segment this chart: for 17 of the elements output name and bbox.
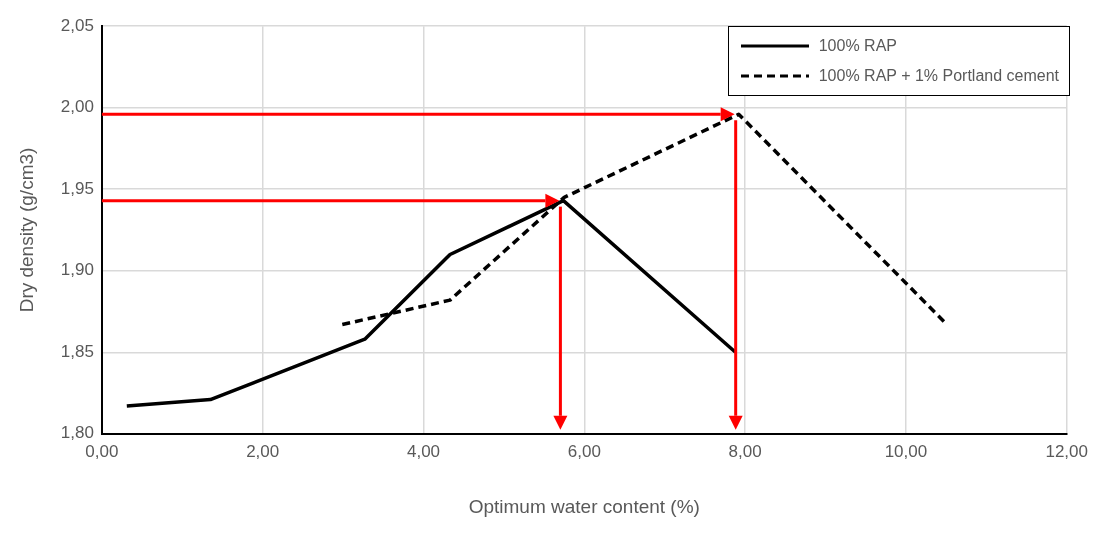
- x-tick-label: 10,00: [884, 441, 928, 461]
- x-tick-label: 0,00: [85, 441, 119, 461]
- x-tick-label: 6,00: [567, 441, 601, 461]
- y-tick-label: 1,80: [60, 423, 94, 443]
- x-tick-label: 2,00: [246, 441, 280, 461]
- x-tick-label: 8,00: [728, 441, 762, 461]
- y-tick-label: 2,05: [60, 15, 94, 35]
- legend-label: 100% RAP + 1% Portland cement: [818, 67, 1059, 85]
- legend-label: 100% RAP: [818, 37, 897, 55]
- x-tick-label: 4,00: [406, 441, 441, 461]
- y-tick-label: 1,85: [60, 341, 94, 361]
- x-tick-label: 12,00: [1045, 441, 1088, 461]
- y-tick-label: 1,90: [60, 260, 94, 280]
- y-tick-label: 1,95: [60, 178, 94, 198]
- y-tick-label: 2,00: [60, 97, 94, 117]
- x-axis-title: Optimum water content (%): [468, 495, 700, 517]
- y-axis-title: Dry density (g/cm3): [15, 147, 37, 313]
